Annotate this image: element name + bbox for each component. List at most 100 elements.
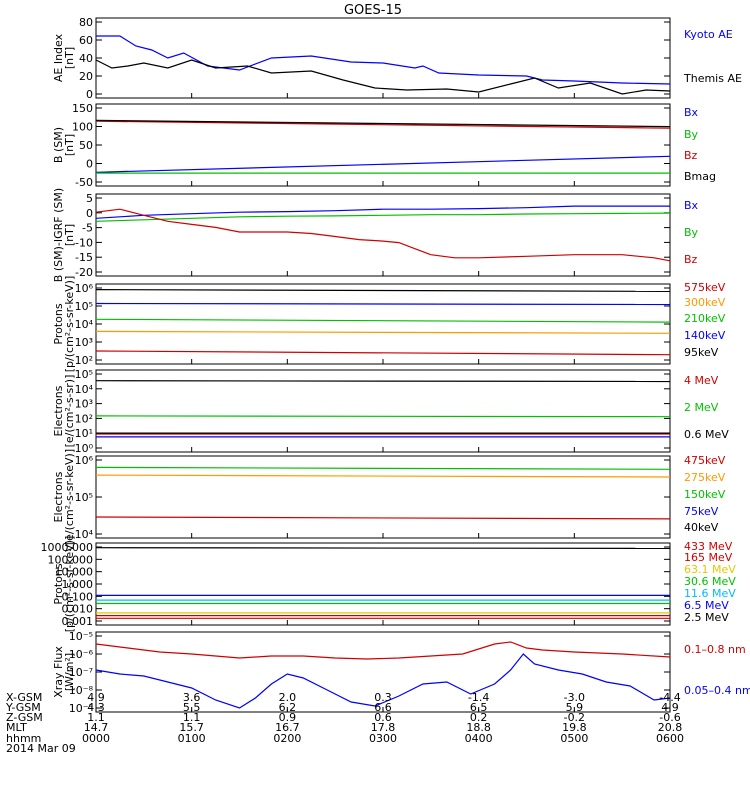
x-axis-value: 5.9 bbox=[566, 701, 584, 714]
series-line-electrons_kev-0 bbox=[95, 516, 671, 520]
legend-label: Bx bbox=[684, 199, 699, 212]
x-axis-value: 0000 bbox=[82, 732, 110, 745]
legend-label: 2.5 MeV bbox=[684, 611, 729, 624]
legend-label: 75keV bbox=[684, 505, 719, 518]
x-axis-value: -0.2 bbox=[564, 711, 585, 724]
y-tick-label: 10⁻⁶ bbox=[69, 648, 94, 661]
y-tick-label: 10⁶ bbox=[75, 454, 94, 467]
x-axis-row-label: Y-GSM bbox=[5, 701, 41, 714]
y-tick-label: 10² bbox=[75, 354, 93, 367]
y-tick-label: -20 bbox=[75, 266, 93, 279]
legend-label: 0.6 MeV bbox=[684, 428, 729, 441]
series-line-electrons_mev-1 bbox=[95, 415, 671, 418]
series-line-protons_low-1 bbox=[95, 330, 671, 334]
y-tick-label: 10³ bbox=[75, 398, 93, 411]
y-tick-label: -10 bbox=[75, 236, 93, 249]
y-axis-label: Xray Flux bbox=[52, 646, 65, 698]
panel-frame bbox=[95, 17, 671, 99]
x-axis-value: 0200 bbox=[273, 732, 301, 745]
x-axis-value: 6.2 bbox=[279, 701, 297, 714]
panel-xray: 10⁻⁵ 10⁻⁶ 10⁻⁷ 10⁻⁸ 10⁻⁹ Xray Flux[W/m²] 0.1–0… bbox=[52, 630, 750, 715]
y-tick-label: 5 bbox=[86, 192, 93, 205]
y-axis-label: Electrons bbox=[52, 471, 65, 522]
series-line-electrons_kev-1 bbox=[95, 474, 671, 478]
panel-protons_low: 10⁶ 10⁵ 10⁴ 10³ 10² Protons[p/(cm²-s-sr-keV)]… bbox=[52, 276, 726, 373]
x-axis-value: 4.9 bbox=[661, 701, 679, 714]
y-axis-label: [p/(cm²-s-sr-keV)] bbox=[63, 536, 76, 633]
y-tick-label: 100.000 bbox=[48, 553, 94, 566]
x-axis-value: 0600 bbox=[656, 732, 684, 745]
x-axis-value: 17.8 bbox=[371, 721, 396, 734]
series-line-xray-0 bbox=[95, 641, 671, 660]
y-tick-label: 10⁴ bbox=[75, 318, 94, 331]
y-axis-label: B (SM) bbox=[52, 127, 65, 163]
legend-label: Bz bbox=[684, 149, 698, 162]
y-tick-label: 0 bbox=[86, 207, 93, 220]
x-axis-value: -0.6 bbox=[659, 711, 680, 724]
y-tick-label: 10⁻⁵ bbox=[69, 630, 93, 643]
legend-label: 6.5 MeV bbox=[684, 599, 729, 612]
panel-frame bbox=[95, 369, 671, 453]
x-axis-value: 0500 bbox=[560, 732, 588, 745]
series-line-b_sm-2 bbox=[95, 120, 671, 129]
legend-label: 0.1–0.8 nm bbox=[684, 643, 746, 656]
legend-label: 433 MeV bbox=[684, 540, 733, 553]
y-tick-label: 0 bbox=[86, 88, 93, 101]
x-axis-value: 14.7 bbox=[84, 721, 109, 734]
series-line-protons_low-3 bbox=[95, 302, 671, 306]
y-tick-label: 10¹ bbox=[75, 427, 93, 440]
legend-label: 165 MeV bbox=[684, 551, 733, 564]
x-axis-value: 0100 bbox=[178, 732, 206, 745]
x-axis-value: 5.5 bbox=[183, 701, 201, 714]
y-axis-label: [nT] bbox=[63, 134, 76, 156]
y-tick-label: 10⁵ bbox=[75, 491, 93, 504]
y-tick-label: 10⁻⁸ bbox=[69, 684, 94, 697]
legend-label: 4 MeV bbox=[684, 374, 719, 387]
x-axis-value: 0.3 bbox=[374, 691, 392, 704]
x-axis-value: 3.6 bbox=[183, 691, 201, 704]
y-tick-label: 1000.000 bbox=[41, 541, 94, 554]
x-axis-row-label: MLT bbox=[6, 721, 27, 734]
x-axis-value: 6.5 bbox=[470, 701, 488, 714]
chart-title: GOES-15 bbox=[344, 3, 402, 18]
x-axis-value: 0.9 bbox=[279, 711, 297, 724]
series-line-b_sm-0 bbox=[95, 155, 671, 173]
series-line-b_igrf-1 bbox=[95, 212, 671, 222]
y-axis-label: [nT] bbox=[63, 47, 76, 69]
x-axis-row-label: Z-GSM bbox=[6, 711, 43, 724]
legend-label: 95keV bbox=[684, 346, 719, 359]
series-line-ae-0 bbox=[96, 35, 671, 85]
x-axis-value: 2.0 bbox=[279, 691, 297, 704]
x-axis-value: 0.2 bbox=[470, 711, 488, 724]
legend-label: 11.6 MeV bbox=[684, 587, 736, 600]
y-axis-label: Protons bbox=[52, 563, 65, 604]
x-axis-value: 6.6 bbox=[374, 701, 392, 714]
y-tick-label: -15 bbox=[75, 251, 93, 264]
legend-label: 275keV bbox=[684, 471, 726, 484]
panel-b_sm: 150 100 50 0 -50 B (SM)[nT] Bx By Bz Bmag bbox=[52, 102, 716, 189]
y-tick-label: 150 bbox=[72, 102, 93, 115]
legend-label: Bmag bbox=[684, 170, 716, 183]
series-line-protons_low-0 bbox=[95, 350, 671, 356]
x-axis-value: 4.9 bbox=[87, 691, 105, 704]
y-tick-label: 0.010 bbox=[62, 603, 94, 616]
legend-label: 140keV bbox=[684, 329, 726, 342]
legend-label: Bx bbox=[684, 106, 699, 119]
x-axis-value: -3.0 bbox=[564, 691, 585, 704]
panel-electrons_kev: 10⁶ 10⁵ 10⁴ Electrons[e/(cm²-s-sr-keV)] 475k… bbox=[52, 432, 726, 545]
legend-label: 210keV bbox=[684, 312, 726, 325]
y-axis-label: [W/m²] bbox=[63, 653, 76, 691]
y-tick-label: 40 bbox=[79, 52, 93, 65]
y-tick-label: 0.100 bbox=[62, 590, 94, 603]
legend-label: By bbox=[684, 128, 699, 141]
panel-b_igrf: 5 0 -5-10 -15 -20 B (SM)-IGRF (SM)[nT] Bx By Bz bbox=[52, 188, 699, 282]
series-line-electrons_kev-2 bbox=[95, 466, 671, 470]
x-axis-row-label: 2014 Mar 09 bbox=[6, 742, 76, 755]
y-tick-label: 0.001 bbox=[62, 615, 94, 628]
legend-label: 30.6 MeV bbox=[684, 575, 736, 588]
y-axis-label: [nT] bbox=[63, 224, 76, 246]
x-axis-value: 15.7 bbox=[179, 721, 204, 734]
series-line-b_igrf-2 bbox=[95, 208, 671, 262]
x-axis-value: 18.8 bbox=[466, 721, 491, 734]
